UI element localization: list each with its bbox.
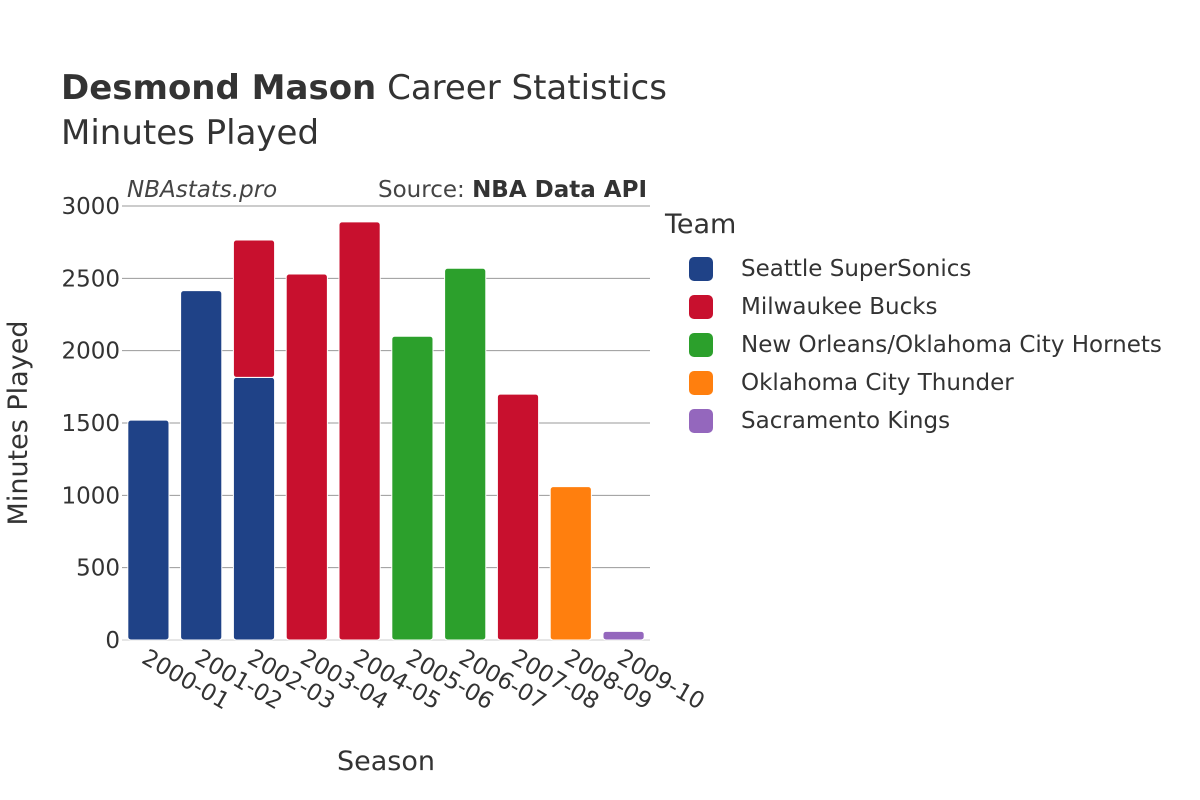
y-axis-label: Minutes Played (3, 321, 34, 526)
bar-segment (180, 290, 223, 641)
bar-segment (391, 335, 434, 641)
bar-segment (285, 273, 328, 641)
bar-segment (232, 376, 276, 641)
legend-swatch (689, 295, 713, 319)
bar-segment (549, 486, 592, 641)
bar-segment (127, 419, 170, 641)
y-tick-label: 500 (76, 556, 120, 582)
legend-item: Milwaukee Bucks (665, 288, 1162, 326)
watermark: NBAstats.pro (127, 177, 278, 203)
legend-label: Oklahoma City Thunder (741, 370, 1014, 396)
legend-item: Oklahoma City Thunder (665, 364, 1162, 402)
bar-segment (232, 239, 276, 378)
title-suffix: Career Statistics (387, 68, 667, 108)
y-tick-label: 0 (105, 628, 120, 654)
legend: Team Seattle SuperSonics Milwaukee Bucks N… (665, 209, 1162, 440)
source-note: Source: NBA Data API (378, 177, 647, 203)
bar-segment (444, 267, 487, 641)
bar-segment (496, 393, 540, 641)
legend-items: Seattle SuperSonics Milwaukee Bucks New Or… (665, 250, 1162, 440)
bars (127, 221, 645, 641)
x-axis-label: Season (337, 746, 435, 777)
legend-title: Team (665, 209, 737, 240)
chart-subtitle: Minutes Played (61, 113, 320, 153)
legend-swatch (689, 371, 713, 395)
legend-label: New Orleans/Oklahoma City Hornets (741, 332, 1162, 358)
source-name: NBA Data API (472, 177, 647, 203)
bar-segment (602, 630, 645, 641)
y-tick-labels: 0 500 1000 1500 2000 2500 3000 (61, 194, 120, 654)
legend-item: Seattle SuperSonics (665, 250, 1162, 288)
y-tick-label: 1500 (61, 411, 120, 437)
y-tick-label: 2000 (61, 339, 120, 365)
y-tick-label: 1000 (61, 483, 120, 509)
chart-title: Desmond Mason Career Statistics (61, 66, 667, 110)
legend-item: Sacramento Kings (665, 402, 1162, 440)
bar-segment (338, 221, 381, 641)
source-prefix: Source: (378, 177, 473, 203)
y-tick-label: 3000 (61, 194, 120, 220)
legend-swatch (689, 409, 713, 433)
y-tick-label: 2500 (61, 266, 120, 292)
legend-label: Sacramento Kings (741, 408, 951, 434)
legend-item: New Orleans/Oklahoma City Hornets (665, 326, 1162, 364)
title-player-name: Desmond Mason (61, 68, 377, 108)
legend-label: Seattle SuperSonics (741, 256, 972, 282)
legend-swatch (689, 257, 713, 281)
legend-label: Milwaukee Bucks (741, 294, 938, 320)
x-tick-labels: 2000-012001-022002-032003-042004-052005-… (137, 645, 708, 716)
legend-swatch (689, 333, 713, 357)
